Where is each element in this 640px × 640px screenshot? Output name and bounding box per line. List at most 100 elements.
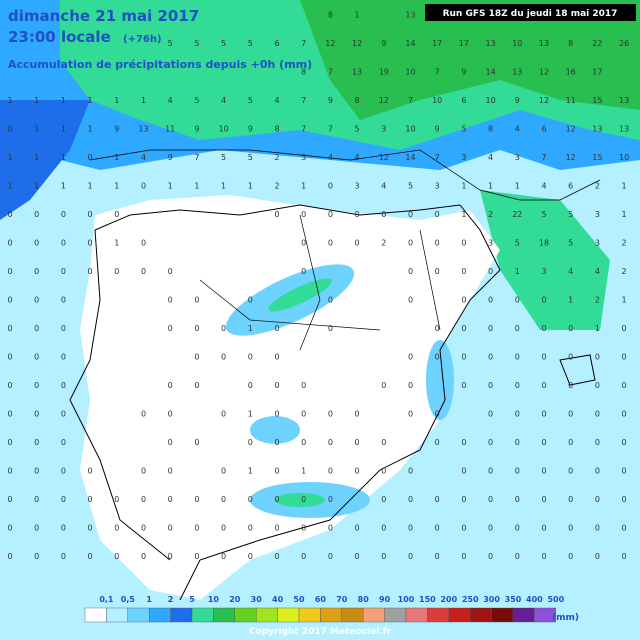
grid-value: 1 <box>622 296 627 305</box>
grid-value: 5 <box>168 39 173 48</box>
map-lead: (+76h) <box>123 34 162 45</box>
grid-value: 13 <box>512 68 522 77</box>
legend-label: 70 <box>336 595 348 604</box>
grid-value: 1 <box>7 96 12 105</box>
grid-value: 1 <box>88 182 93 191</box>
grid-value: 0 <box>221 324 226 333</box>
grid-value: 0 <box>34 552 39 561</box>
rain-patch <box>250 416 300 444</box>
grid-value: 4 <box>274 96 279 105</box>
grid-value: 0 <box>88 524 93 533</box>
grid-value: 4 <box>568 267 573 276</box>
grid-value: 0 <box>168 267 173 276</box>
legend-label: 50 <box>293 595 305 604</box>
grid-value: 0 <box>408 210 413 219</box>
grid-value: 0 <box>515 438 520 447</box>
grid-value: 0 <box>435 495 440 504</box>
grid-value: 0 <box>61 438 66 447</box>
grid-value: 1 <box>34 153 39 162</box>
copyright: Copyright 2017 Meteociel.fr <box>249 627 392 637</box>
grid-value: 1 <box>34 182 39 191</box>
grid-value: 0 <box>595 524 600 533</box>
grid-value: 0 <box>221 410 226 419</box>
grid-value: 9 <box>248 125 253 134</box>
grid-value: 0 <box>274 467 279 476</box>
legend-label: 300 <box>483 595 500 604</box>
grid-value: 0 <box>274 381 279 390</box>
grid-value: 1 <box>568 296 573 305</box>
grid-value: 1 <box>301 182 306 191</box>
grid-value: 3 <box>355 182 360 191</box>
grid-value: 0 <box>355 438 360 447</box>
grid-value: 0 <box>568 524 573 533</box>
grid-value: 0 <box>274 210 279 219</box>
grid-value: 0 <box>7 552 12 561</box>
grid-value: 0 <box>61 381 66 390</box>
grid-value: 15 <box>592 153 602 162</box>
grid-value: 9 <box>461 68 466 77</box>
grid-value: 0 <box>541 324 546 333</box>
grid-value: 5 <box>408 182 413 191</box>
grid-value: 0 <box>461 239 466 248</box>
grid-value: 0 <box>221 524 226 533</box>
grid-value: 0 <box>515 381 520 390</box>
legend-label: 90 <box>379 595 391 604</box>
grid-value: 0 <box>7 239 12 248</box>
grid-value: 5 <box>461 125 466 134</box>
grid-value: 1 <box>461 210 466 219</box>
legend-swatch <box>363 607 385 623</box>
grid-value: 0 <box>381 495 386 504</box>
legend: 0,1 0,5 1 2 5 10 20 30 40 50 60 70 80 90 100 150 200 250 3… <box>84 595 579 623</box>
grid-value: 0 <box>515 552 520 561</box>
legend-label: 500 <box>547 595 564 604</box>
legend-swatch <box>384 607 407 623</box>
grid-value: 0 <box>408 410 413 419</box>
grid-value: 1 <box>7 182 12 191</box>
grid-value: 0 <box>568 552 573 561</box>
grid-value: 10 <box>432 96 442 105</box>
grid-value: 14 <box>486 68 496 77</box>
grid-value: 0 <box>461 552 466 561</box>
grid-value: 0 <box>355 210 360 219</box>
grid-value: 13 <box>138 125 148 134</box>
grid-value: 0 <box>568 495 573 504</box>
grid-value: 0 <box>408 552 413 561</box>
grid-value: 0 <box>328 438 333 447</box>
grid-value: 11 <box>566 96 576 105</box>
grid-value: 0 <box>168 552 173 561</box>
grid-value: 0 <box>34 353 39 362</box>
legend-label: 150 <box>419 595 436 604</box>
grid-value: 0 <box>435 524 440 533</box>
grid-value: 0 <box>622 410 627 419</box>
grid-value: 5 <box>248 96 253 105</box>
grid-value: 0 <box>461 296 466 305</box>
legend-label: 80 <box>358 595 370 604</box>
grid-value: 4 <box>381 182 386 191</box>
grid-value: 1 <box>248 182 253 191</box>
grid-value: 13 <box>619 125 629 134</box>
grid-value: 0 <box>595 467 600 476</box>
grid-value: 0 <box>194 495 199 504</box>
grid-value: 0 <box>301 267 306 276</box>
grid-value: 12 <box>379 153 389 162</box>
grid-value: 0 <box>88 153 93 162</box>
grid-value: 5 <box>248 39 253 48</box>
grid-value: 0 <box>34 495 39 504</box>
legend-swatch <box>191 607 214 623</box>
legend-swatch <box>84 607 107 623</box>
legend-swatch <box>298 607 321 623</box>
grid-value: 7 <box>194 153 199 162</box>
grid-value: 10 <box>219 125 229 134</box>
grid-value: 1 <box>301 467 306 476</box>
grid-value: 1 <box>61 125 66 134</box>
grid-value: 0 <box>515 324 520 333</box>
grid-value: 8 <box>274 125 279 134</box>
grid-value: 1 <box>515 182 520 191</box>
grid-value: 0 <box>408 267 413 276</box>
legend-label: 10 <box>208 595 220 604</box>
grid-value: 0 <box>435 239 440 248</box>
grid-value: 0 <box>141 467 146 476</box>
legend-swatch <box>213 607 235 623</box>
grid-value: 0 <box>408 353 413 362</box>
